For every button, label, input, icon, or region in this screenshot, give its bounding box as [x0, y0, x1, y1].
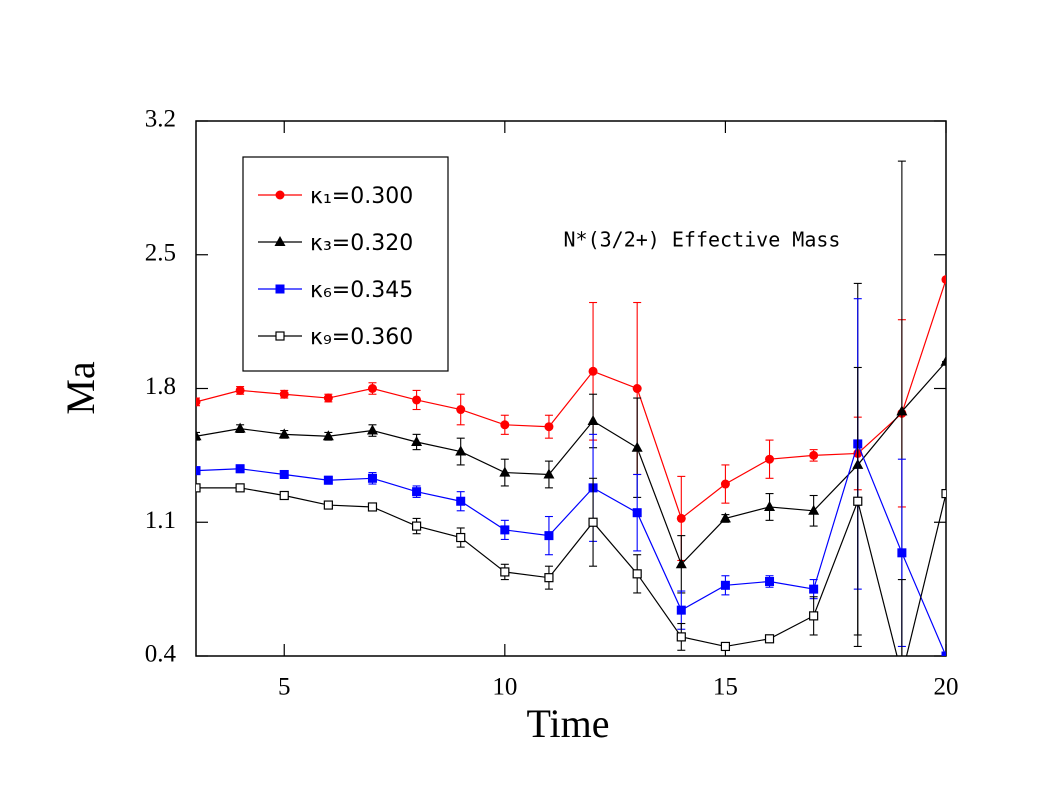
x-axis-label: Time: [526, 701, 609, 746]
marker: [234, 422, 246, 433]
marker: [632, 569, 642, 579]
x-tick-label: 20: [934, 674, 959, 701]
annotation: N*(3/2+) Effective Mass: [564, 228, 841, 252]
marker: [544, 531, 554, 541]
marker: [456, 496, 466, 506]
marker: [896, 405, 908, 416]
y-tick-label: 1.1: [145, 507, 176, 534]
marker: [500, 420, 510, 430]
legend-marker: [275, 284, 285, 294]
marker: [412, 487, 422, 497]
series-line: [196, 442, 946, 656]
legend-label: κ₆=0.345: [310, 278, 413, 303]
marker: [720, 479, 730, 489]
marker: [196, 397, 201, 407]
legend-marker: [275, 190, 285, 200]
marker: [279, 490, 289, 501]
marker: [720, 580, 730, 590]
marker: [720, 641, 731, 652]
marker: [235, 385, 245, 395]
legend-label: κ₃=0.320: [310, 231, 413, 256]
marker: [941, 488, 946, 499]
marker: [940, 355, 946, 366]
marker: [279, 389, 289, 399]
marker: [587, 414, 599, 425]
marker: [809, 584, 819, 594]
marker: [898, 671, 906, 679]
marker: [235, 464, 245, 474]
marker: [367, 502, 378, 512]
marker: [323, 393, 333, 403]
marker: [632, 508, 642, 518]
marker: [676, 605, 686, 615]
marker: [897, 548, 907, 558]
marker: [455, 445, 467, 456]
y-tick-label: 3.2: [145, 106, 176, 133]
marker: [500, 525, 510, 535]
y-tick-label: 1.8: [145, 373, 176, 400]
marker: [544, 422, 554, 432]
marker: [588, 517, 598, 527]
marker: [323, 500, 333, 510]
marker: [196, 483, 201, 493]
marker: [543, 468, 555, 479]
marker: [366, 424, 378, 435]
legend-label: κ₁=0.300: [310, 184, 413, 209]
y-tick-label: 2.5: [145, 239, 176, 266]
marker: [500, 567, 510, 577]
marker: [719, 512, 731, 523]
legend-label: κ₉=0.360: [310, 325, 413, 350]
marker: [941, 275, 946, 285]
legend-marker: [274, 236, 286, 246]
marker: [367, 473, 377, 483]
marker: [544, 573, 554, 583]
marker: [941, 651, 946, 656]
series-line: [196, 487, 946, 656]
marker: [632, 384, 642, 393]
marker: [411, 521, 422, 531]
plot-area: [196, 160, 946, 679]
marker: [676, 632, 686, 642]
marker: [809, 450, 819, 460]
marker: [764, 634, 775, 644]
x-tick-label: 10: [492, 674, 517, 701]
marker: [853, 496, 863, 506]
marker: [412, 395, 422, 405]
marker: [588, 366, 598, 376]
marker: [367, 384, 377, 393]
marker: [765, 576, 775, 586]
marker: [808, 504, 820, 515]
marker: [323, 475, 333, 485]
marker: [676, 513, 686, 523]
series-line: [196, 361, 946, 566]
marker: [499, 466, 511, 477]
marker: [631, 441, 643, 452]
y-axis-label: Ma: [58, 361, 103, 415]
marker: [279, 469, 289, 479]
marker: [278, 428, 290, 439]
marker: [675, 558, 687, 569]
x-tick-label: 5: [278, 674, 291, 701]
marker: [196, 430, 202, 441]
marker: [322, 430, 334, 441]
x-tick-label: 15: [713, 674, 738, 701]
series-line: [196, 279, 946, 520]
marker: [235, 483, 245, 493]
marker: [764, 500, 776, 511]
marker: [765, 454, 775, 464]
marker: [196, 466, 201, 476]
marker: [456, 405, 466, 415]
marker: [456, 532, 466, 543]
y-tick-label: 0.4: [145, 641, 177, 668]
marker: [411, 436, 423, 446]
legend-marker: [275, 331, 285, 341]
marker: [809, 611, 819, 621]
